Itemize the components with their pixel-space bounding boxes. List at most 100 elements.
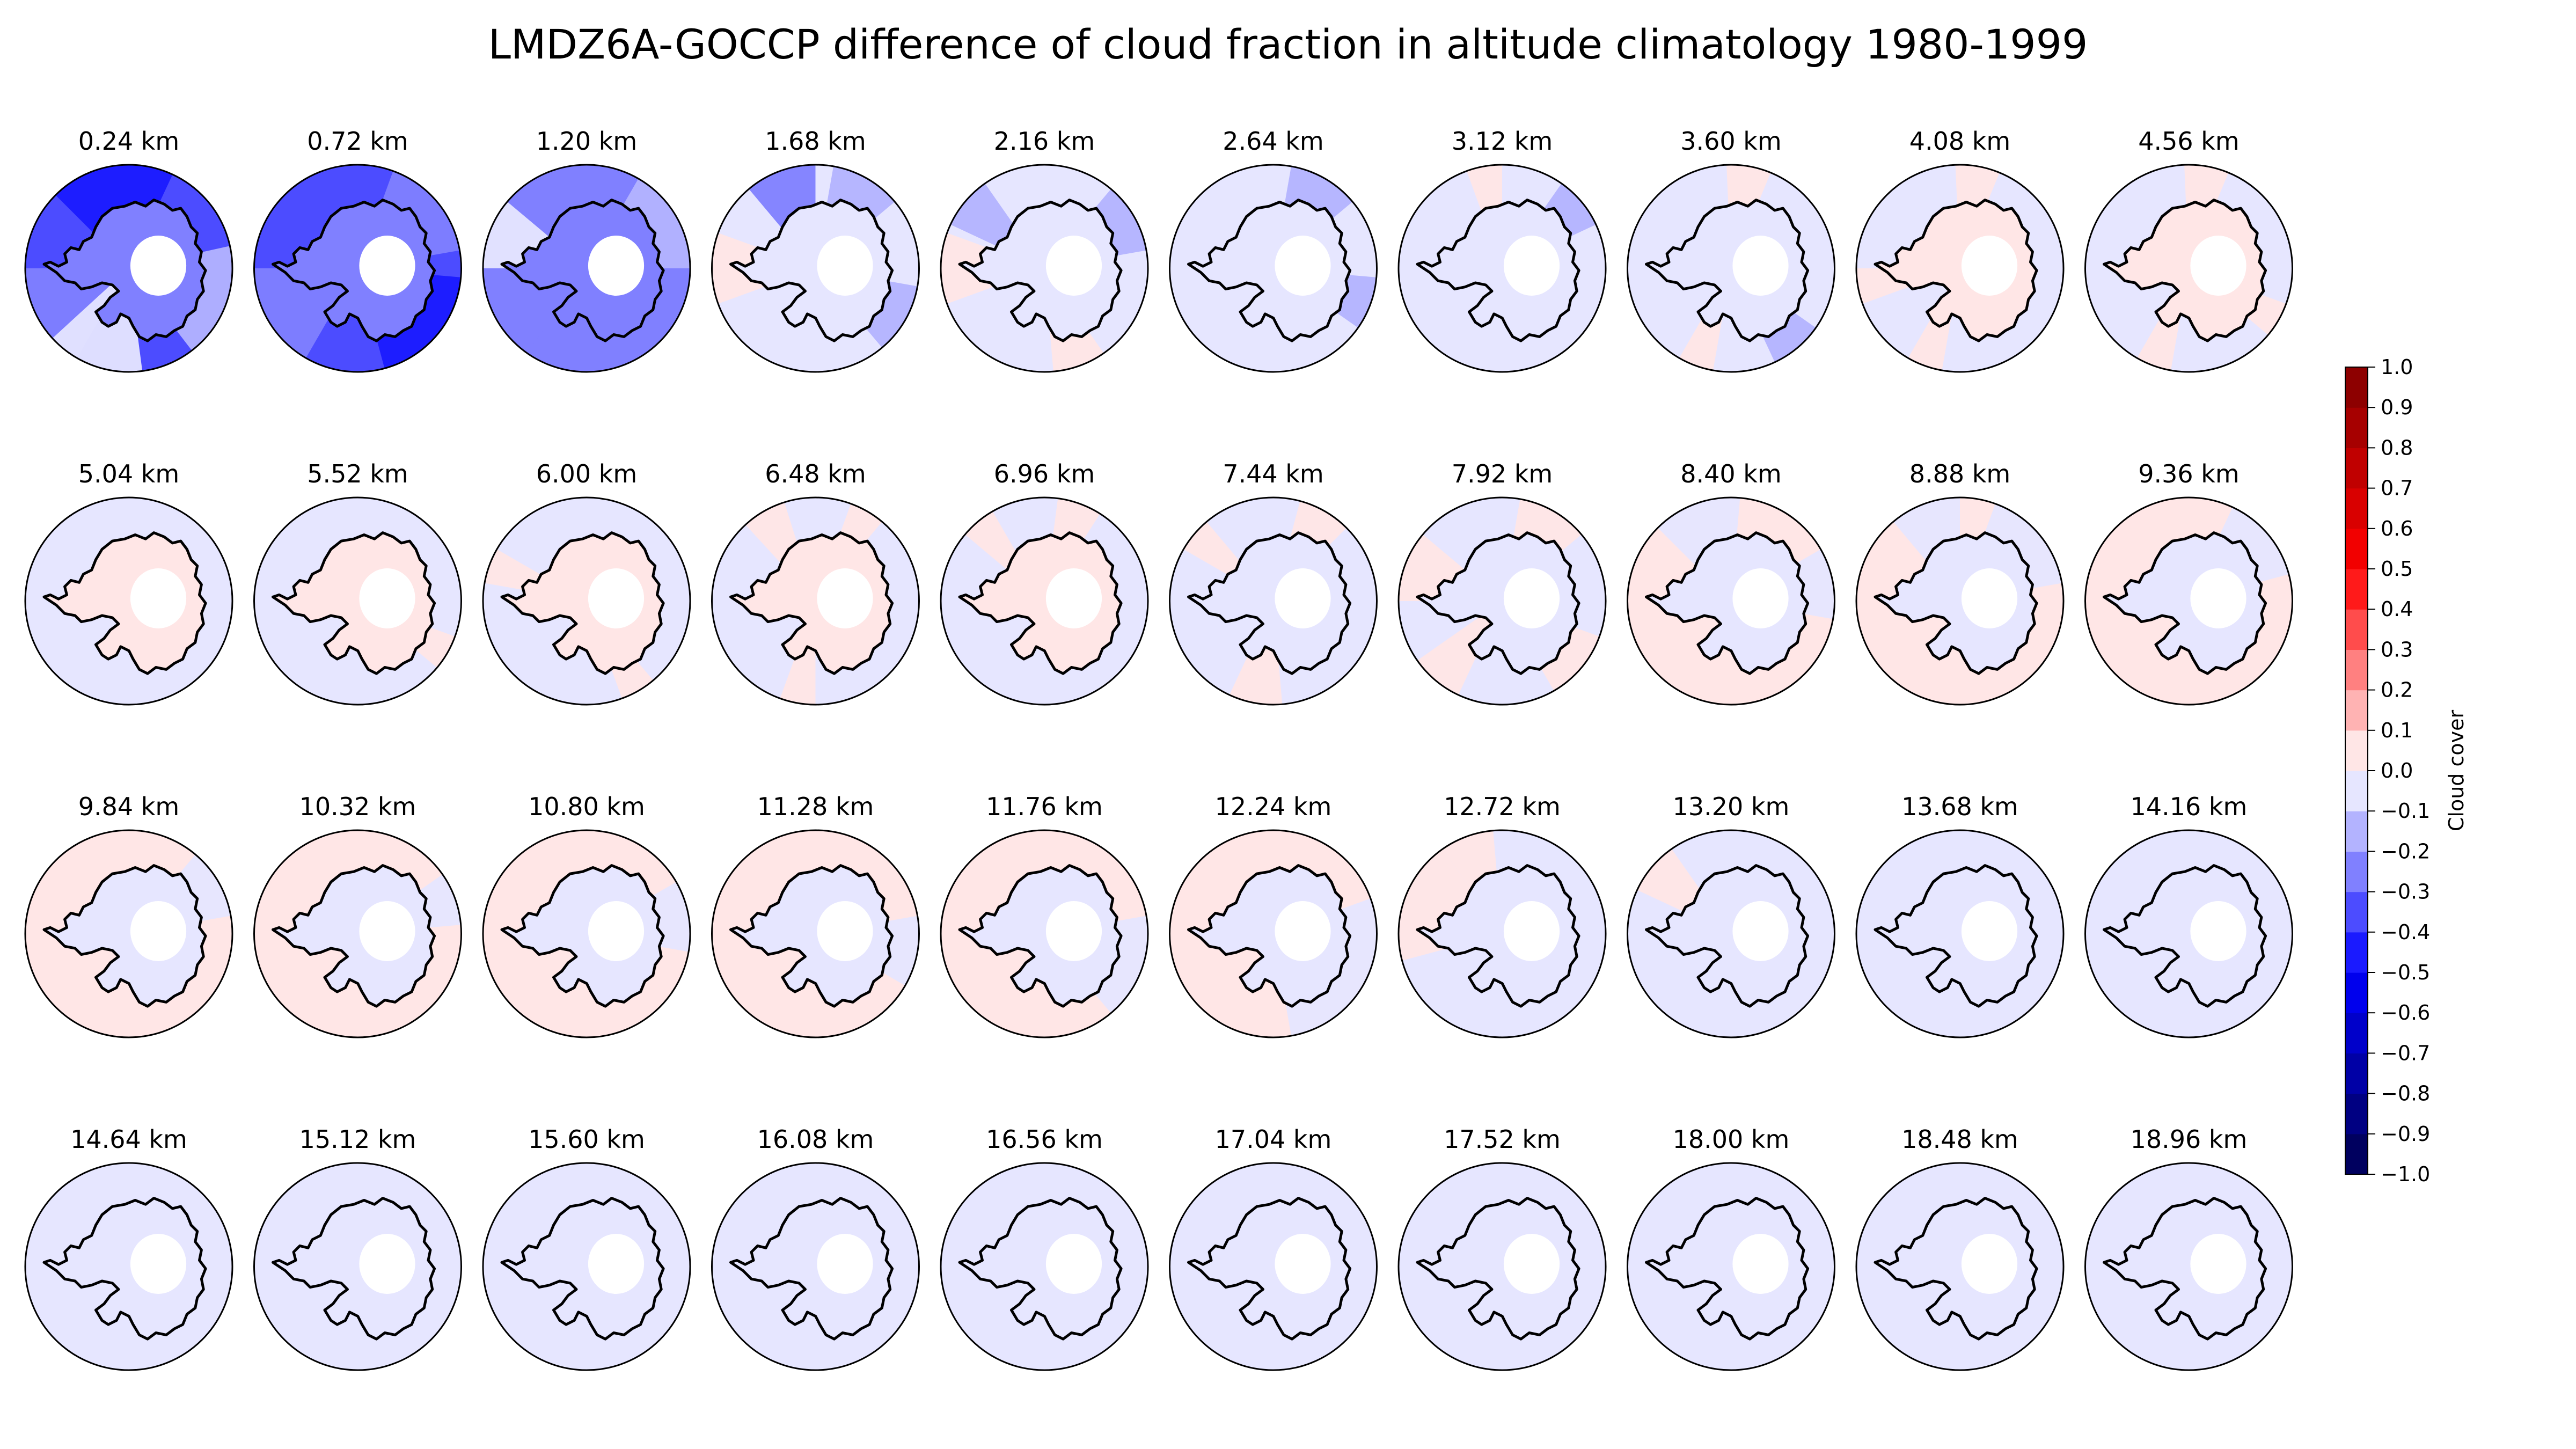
map-boundary bbox=[940, 1162, 1149, 1371]
map-boundary bbox=[711, 1162, 920, 1371]
coastline bbox=[1874, 531, 2038, 675]
continent-field bbox=[2104, 532, 2266, 674]
map-boundary bbox=[2084, 1162, 2293, 1371]
map-boundary bbox=[253, 164, 462, 373]
no-data-region bbox=[2190, 568, 2246, 628]
colorbar-bin bbox=[2345, 1133, 2368, 1175]
no-data-region bbox=[130, 901, 187, 961]
coastline bbox=[958, 531, 1123, 675]
panel-label: 8.88 km bbox=[1909, 459, 2011, 488]
colorbar-tick-label: 0.4 bbox=[2381, 597, 2413, 621]
colorbar-tick-label: 0.2 bbox=[2381, 678, 2413, 702]
no-data-region bbox=[1732, 901, 1789, 961]
colorbar-tick-label: −0.4 bbox=[2381, 920, 2430, 944]
colorbar-bin bbox=[2345, 448, 2368, 489]
map-panel: 3.60 km bbox=[1627, 127, 1835, 373]
map-panel: 6.00 km bbox=[482, 459, 691, 706]
map-boundary bbox=[1169, 1162, 1378, 1371]
panel-label: 0.72 km bbox=[307, 127, 408, 156]
map-panel: 18.96 km bbox=[2084, 1125, 2293, 1371]
coastline bbox=[1187, 864, 1352, 1008]
coastline bbox=[500, 199, 665, 342]
coastline bbox=[500, 531, 665, 675]
continent-field bbox=[960, 200, 1122, 341]
map-boundary bbox=[1169, 496, 1378, 706]
no-data-region bbox=[1503, 1234, 1560, 1294]
continent-field bbox=[960, 1198, 1122, 1340]
continent-field bbox=[1646, 865, 1808, 1007]
no-data-region bbox=[2190, 236, 2246, 296]
coastline bbox=[42, 1197, 207, 1341]
coastline bbox=[958, 1197, 1123, 1341]
no-data-region bbox=[817, 901, 873, 961]
anomaly-patch bbox=[1417, 601, 1502, 695]
panel-label: 12.24 km bbox=[1215, 792, 1332, 821]
colorbar-bin bbox=[2345, 730, 2368, 771]
no-data-region bbox=[1045, 1234, 1102, 1294]
coastline bbox=[1416, 199, 1580, 342]
continent-field bbox=[44, 865, 206, 1007]
map-boundary bbox=[1855, 164, 2065, 373]
coastline bbox=[1645, 864, 1810, 1008]
continent-field bbox=[273, 532, 435, 674]
panel-label: 17.04 km bbox=[1215, 1125, 1332, 1154]
colorbar-tick-label: 0.5 bbox=[2381, 557, 2413, 581]
map-boundary bbox=[1627, 1162, 1835, 1371]
colorbar-bin bbox=[2345, 609, 2368, 650]
map-boundary bbox=[253, 829, 462, 1038]
continent-field bbox=[502, 865, 664, 1007]
panel-label: 11.28 km bbox=[757, 792, 874, 821]
coastline bbox=[272, 864, 436, 1008]
map-panel: 13.68 km bbox=[1855, 792, 2065, 1038]
coastline bbox=[272, 531, 436, 675]
anomaly-patch bbox=[25, 268, 129, 358]
no-data-region bbox=[588, 236, 645, 296]
panel-label: 12.72 km bbox=[1444, 792, 1561, 821]
map-boundary bbox=[711, 829, 920, 1038]
continent-field bbox=[502, 200, 664, 341]
continent-field bbox=[730, 865, 892, 1007]
no-data-region bbox=[1503, 236, 1560, 296]
colorbar-label: Cloud cover bbox=[2445, 710, 2468, 832]
map-panel: 8.88 km bbox=[1855, 459, 2065, 706]
map-boundary bbox=[940, 164, 1149, 373]
no-data-region bbox=[1045, 901, 1102, 961]
panel-label: 9.36 km bbox=[2138, 459, 2240, 488]
no-data-region bbox=[1961, 236, 2018, 296]
map-panel: 9.36 km bbox=[2084, 459, 2293, 706]
map-boundary bbox=[1855, 496, 2065, 706]
map-boundary bbox=[482, 829, 691, 1038]
panel-label: 10.80 km bbox=[528, 792, 645, 821]
panel-label: 4.56 km bbox=[2138, 127, 2240, 156]
map-panel: 11.76 km bbox=[940, 792, 1149, 1038]
continent-field bbox=[1875, 865, 2037, 1007]
coastline bbox=[1187, 1197, 1352, 1341]
colorbar-bin bbox=[2345, 771, 2368, 811]
panel-label: 13.20 km bbox=[1673, 792, 1790, 821]
continent-field bbox=[730, 1198, 892, 1340]
panel-label: 5.52 km bbox=[307, 459, 408, 488]
map-boundary bbox=[940, 496, 1149, 706]
panel-label: 5.04 km bbox=[78, 459, 180, 488]
continent-field bbox=[502, 1198, 664, 1340]
colorbar-bin bbox=[2345, 367, 2368, 408]
map-panel: 4.56 km bbox=[2084, 127, 2293, 373]
no-data-region bbox=[817, 568, 873, 628]
coastline bbox=[729, 1197, 894, 1341]
panel-label: 10.32 km bbox=[299, 792, 416, 821]
continent-field bbox=[1417, 865, 1579, 1007]
map-panel: 10.80 km bbox=[482, 792, 691, 1038]
chart-title: LMDZ6A-GOCCP difference of cloud fractio… bbox=[488, 20, 2088, 68]
coastline bbox=[1416, 531, 1580, 675]
coastline bbox=[729, 531, 894, 675]
continent-field bbox=[730, 200, 892, 341]
map-panel: 12.24 km bbox=[1169, 792, 1378, 1038]
colorbar-bin bbox=[2345, 528, 2368, 569]
continent-field bbox=[1188, 865, 1350, 1007]
no-data-region bbox=[588, 901, 645, 961]
colorbar-bin bbox=[2345, 569, 2368, 610]
map-panel: 14.16 km bbox=[2084, 792, 2293, 1038]
panel-label: 13.68 km bbox=[1901, 792, 2018, 821]
map-boundary bbox=[1397, 829, 1607, 1038]
map-boundary bbox=[482, 496, 691, 706]
